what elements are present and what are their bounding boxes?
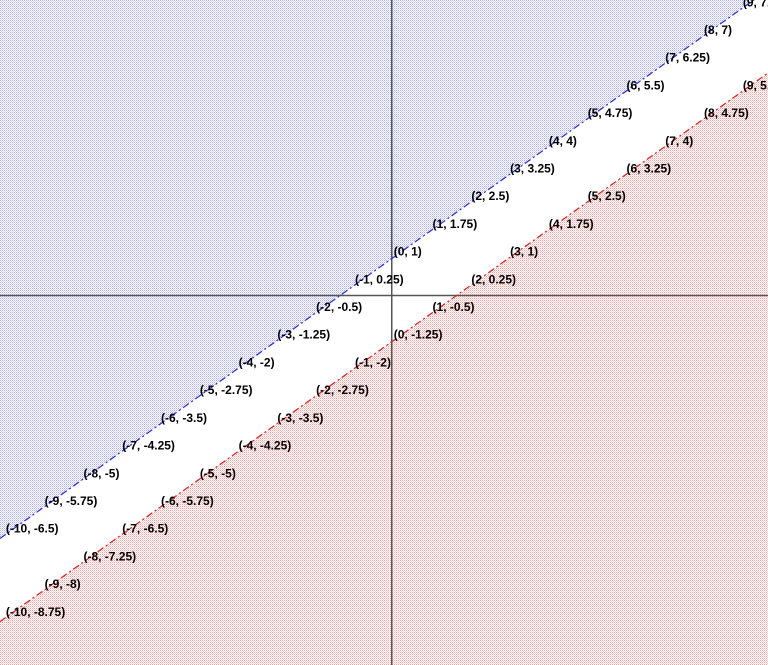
- red-boundary-line: [0, 72, 768, 623]
- blue-point-label-0: (-10, -6.5): [6, 522, 59, 536]
- blue-point-label-2: (-8, -5): [83, 466, 119, 480]
- blue-point-label-6: (-4, -2): [239, 355, 275, 369]
- red-point-label-17: (7, 4): [665, 134, 693, 148]
- red-point-label-0: (-10, -8.75): [6, 605, 65, 619]
- red-point-label-3: (-7, -6.5): [122, 522, 168, 536]
- blue-point-label-13: (3, 3.25): [510, 161, 555, 175]
- blue-point-label-12: (2, 2.5): [471, 189, 509, 203]
- blue-point-label-9: (-1, 0.25): [355, 272, 404, 286]
- blue-point-label-8: (-2, -0.5): [316, 300, 362, 314]
- red-point-label-9: (-1, -2): [355, 355, 391, 369]
- blue-point-label-14: (4, 4): [549, 134, 577, 148]
- red-point-label-15: (5, 2.5): [588, 189, 626, 203]
- blue-point-label-18: (8, 7): [704, 23, 732, 37]
- blue-point-label-16: (6, 5.5): [626, 78, 664, 92]
- red-shaded-region: [0, 72, 768, 665]
- blue-point-label-19: (9, 7.: [743, 0, 768, 9]
- red-point-label-8: (-2, -2.75): [316, 383, 369, 397]
- red-point-label-7: (-3, -3.5): [277, 411, 323, 425]
- blue-point-label-10: (0, 1): [394, 245, 422, 259]
- boundary-lines: [0, 0, 768, 623]
- blue-point-label-15: (5, 4.75): [588, 106, 633, 120]
- red-point-label-13: (3, 1): [510, 245, 538, 259]
- blue-point-label-5: (-5, -2.75): [200, 383, 253, 397]
- red-point-label-18: (8, 4.75): [704, 106, 749, 120]
- red-point-label-14: (4, 1.75): [549, 217, 594, 231]
- blue-point-label-1: (-9, -5.75): [45, 494, 98, 508]
- red-point-label-1: (-9, -8): [45, 577, 81, 591]
- red-point-label-6: (-4, -4.25): [239, 439, 292, 453]
- point-labels: (-10, -6.5) (-9, -5.75) (-8, -5)(-7, -4.25…: [6, 0, 768, 619]
- red-point-label-12: (2, 0.25): [471, 272, 516, 286]
- red-point-label-5: (-5, -5): [200, 466, 236, 480]
- red-point-label-2: (-8, -7.25): [83, 549, 136, 563]
- blue-shaded-region: [0, 0, 768, 539]
- blue-point-label-4: (-6, -3.5): [161, 411, 207, 425]
- blue-point-label-11: (1, 1.75): [433, 217, 478, 231]
- red-point-label-4: (-6, -5.75): [161, 494, 214, 508]
- red-point-label-11: (1, -0.5): [433, 300, 475, 314]
- blue-boundary-line: [0, 0, 755, 539]
- blue-point-label-17: (7, 6.25): [665, 51, 710, 65]
- blue-point-label-7: (-3, -1.25): [277, 328, 330, 342]
- red-point-label-10: (0, -1.25): [394, 328, 443, 342]
- red-point-label-19: (9, 5.: [743, 78, 768, 92]
- blue-point-label-3: (-7, -4.25): [122, 439, 175, 453]
- red-point-label-16: (6, 3.25): [626, 161, 671, 175]
